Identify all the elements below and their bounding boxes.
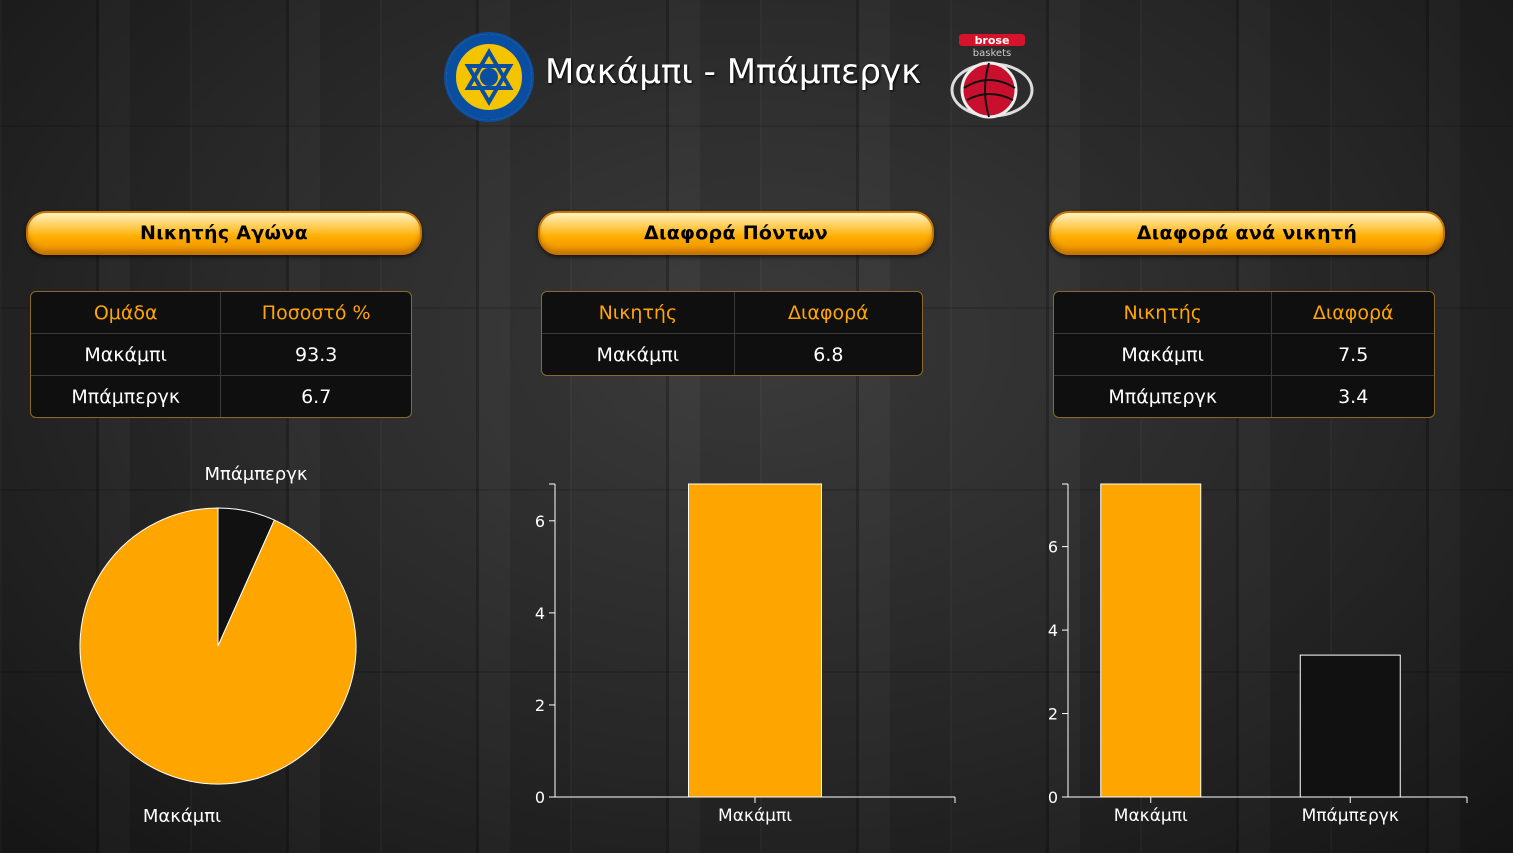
table-cell: Μακάμπι [542, 333, 735, 375]
table-header: Διαφορά [733, 292, 922, 334]
brose-baskets-logo: brose baskets [950, 34, 1034, 119]
diff-per-winner-bar-chart: 0 2 4 6 Μακάμπι Μπάμπεργκ [1048, 483, 1468, 826]
y-tick-label: 0 [1048, 788, 1058, 807]
table-cell: 6.7 [220, 375, 411, 417]
panel-title-diff-per-winner: Διαφορά ανά νικητή [1049, 211, 1445, 255]
table-cell: Μπάμπεργκ [31, 375, 222, 417]
table-header-row: Ομάδα Ποσοστό % [31, 292, 411, 334]
diff-per-winner-table: Νικητής Διαφορά Μακάμπι 7.5 Μπάμπεργκ 3.… [1053, 291, 1435, 418]
pie-label: Μπάμπεργκ [205, 464, 308, 485]
y-tick-label: 6 [535, 512, 545, 531]
bar [688, 483, 822, 798]
logo-text-brose: brose [975, 34, 1010, 47]
table-cell: Μπάμπεργκ [1054, 375, 1273, 417]
winner-pie-chart: Μακάμπι Μπάμπεργκ [79, 464, 357, 827]
table-header-row: Νικητής Διαφορά [542, 292, 922, 334]
table-cell: 3.4 [1271, 375, 1434, 417]
table-header: Νικητής [1054, 292, 1273, 334]
header: Μακάμπι - Μπάμπεργκ brose baskets [0, 28, 1513, 124]
y-tick-label: 4 [535, 604, 545, 623]
y-tick-label: 2 [1048, 705, 1058, 724]
winner-table: Ομάδα Ποσοστό % Μακάμπι 93.3 Μπάμπεργκ 6… [30, 291, 412, 418]
table-row: Μπάμπεργκ 6.7 [31, 375, 411, 417]
table-header: Ποσοστό % [220, 292, 411, 334]
point-diff-bar-chart: 0 2 4 6 Μακάμπι [535, 483, 956, 826]
table-header: Νικητής [542, 292, 735, 334]
table-cell: 93.3 [220, 333, 411, 376]
pie-label: Μακάμπι [143, 806, 221, 827]
y-tick-label: 0 [535, 788, 545, 807]
table-row: Μακάμπι 93.3 [31, 333, 411, 376]
pie-slice [79, 507, 357, 785]
x-tick-label: Μακάμπι [718, 806, 792, 826]
panel-title-winner: Νικητής Αγώνα [26, 211, 422, 255]
y-tick-label: 4 [1048, 621, 1058, 640]
panel-title-point-diff: Διαφορά Πόντων [538, 211, 934, 255]
table-row: Μακάμπι 6.8 [542, 333, 922, 375]
table-cell: 6.8 [733, 333, 922, 375]
y-tick-label: 2 [535, 696, 545, 715]
table-header-row: Νικητής Διαφορά [1054, 292, 1434, 334]
table-cell: 7.5 [1271, 333, 1434, 376]
y-tick-label: 6 [1048, 538, 1058, 557]
table-header: Ομάδα [31, 292, 222, 334]
table-row: Μακάμπι 7.5 [1054, 333, 1434, 376]
bar [1100, 483, 1202, 798]
logo-text-baskets: baskets [973, 48, 1011, 59]
bar [1299, 654, 1401, 798]
table-cell: Μακάμπι [1054, 333, 1273, 376]
table-cell: Μακάμπι [31, 333, 222, 376]
match-title: Μακάμπι - Μπάμπεργκ [545, 52, 922, 92]
table-row: Μπάμπεργκ 3.4 [1054, 375, 1434, 417]
point-diff-table: Νικητής Διαφορά Μακάμπι 6.8 [541, 291, 923, 376]
table-header: Διαφορά [1271, 292, 1434, 334]
maccabi-logo [444, 32, 534, 122]
x-tick-label: Μακάμπι [1114, 806, 1188, 826]
x-tick-label: Μπάμπεργκ [1302, 806, 1399, 826]
